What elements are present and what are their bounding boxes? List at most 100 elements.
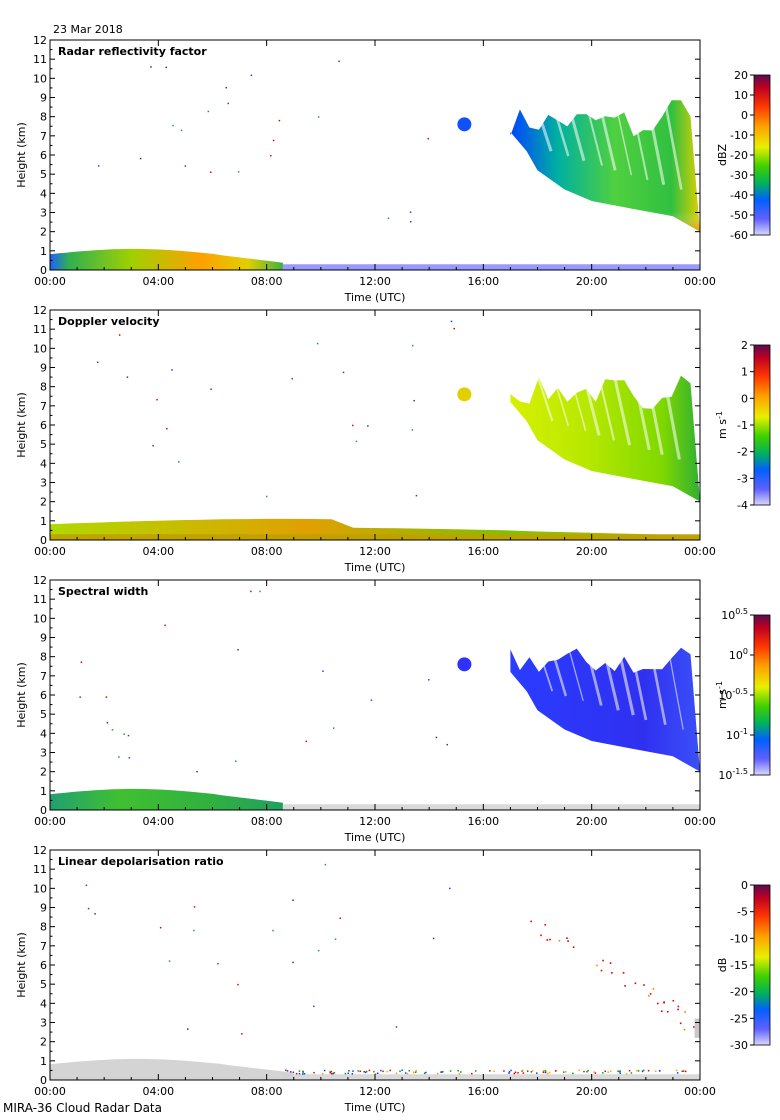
x-tick-label: 12:00 bbox=[359, 815, 391, 828]
detached-cloud bbox=[457, 657, 472, 672]
x-tick-label: 08:00 bbox=[251, 545, 283, 558]
fall-streak-gap bbox=[600, 640, 620, 711]
ldr-point bbox=[540, 934, 542, 937]
colorbar-tick-label: -2 bbox=[737, 446, 748, 459]
ldr-noise-point bbox=[513, 1072, 516, 1075]
speckle-point bbox=[79, 696, 81, 698]
ldr-noise-point bbox=[395, 1072, 398, 1075]
speckle-point bbox=[411, 429, 414, 431]
ldr-grey-patch bbox=[694, 1018, 700, 1038]
y-tick-label: 3 bbox=[40, 207, 47, 220]
speckle-point bbox=[427, 137, 430, 140]
speckle-point bbox=[172, 124, 174, 127]
speckle-point bbox=[234, 760, 237, 763]
speckle-point bbox=[272, 139, 275, 142]
speckle-point bbox=[322, 670, 324, 672]
ldr-noise-point bbox=[654, 1070, 657, 1073]
ldr-noise-point bbox=[510, 1069, 512, 1072]
ldr-point bbox=[657, 1002, 659, 1005]
surface-clutter bbox=[282, 264, 700, 270]
ldr-noise-point bbox=[684, 1070, 687, 1073]
ldr-noise-point bbox=[565, 1071, 567, 1073]
x-tick-label: 20:00 bbox=[576, 1085, 608, 1098]
ldr-noise-point bbox=[681, 1070, 683, 1073]
speckle-point bbox=[446, 743, 449, 746]
colorbar-label: m s-1 bbox=[715, 411, 729, 439]
ldr-noise-point bbox=[583, 1070, 585, 1073]
speckle-point bbox=[139, 157, 142, 160]
x-tick-label: 00:00 bbox=[34, 815, 66, 828]
y-tick-label: 0 bbox=[40, 264, 47, 277]
speckle-point bbox=[409, 211, 412, 213]
y-tick-label: 5 bbox=[40, 438, 47, 451]
x-axis-label: Time (UTC) bbox=[344, 561, 406, 574]
colorbar-tick-label: 2 bbox=[741, 339, 748, 352]
ldr-noise-point bbox=[359, 1070, 362, 1073]
fall-streak-gap bbox=[535, 641, 554, 692]
x-axis-label: Time (UTC) bbox=[344, 291, 406, 304]
ldr-point bbox=[677, 1005, 680, 1008]
y-tick-label: 8 bbox=[40, 651, 47, 664]
y-tick-label: 10 bbox=[33, 882, 47, 895]
y-tick-label: 8 bbox=[40, 381, 47, 394]
ldr-noise-point bbox=[522, 1069, 524, 1072]
fall-streak-gap bbox=[581, 370, 601, 436]
y-axis-label: Height (km) bbox=[15, 392, 28, 458]
colorbar-tick-label: -3 bbox=[737, 472, 748, 485]
surface-clutter bbox=[282, 804, 700, 810]
ldr-point bbox=[652, 988, 655, 990]
speckle-point bbox=[128, 757, 131, 759]
speckle-point bbox=[118, 334, 121, 336]
speckle-point bbox=[428, 679, 430, 681]
colorbar bbox=[753, 884, 771, 1046]
ldr-point bbox=[546, 939, 549, 941]
speckle-point bbox=[210, 388, 212, 390]
panel-title: Spectral width bbox=[58, 585, 148, 598]
colorbar-tick-label: 20 bbox=[734, 69, 748, 82]
speckle-point bbox=[237, 648, 239, 651]
speckle-point bbox=[453, 327, 455, 330]
ldr-noise-point bbox=[365, 1070, 368, 1073]
colorbar-tick-label: 100 bbox=[729, 647, 748, 662]
y-tick-label: 5 bbox=[40, 978, 47, 991]
ldr-noise-point bbox=[412, 1071, 415, 1074]
x-tick-label: 16:00 bbox=[467, 545, 499, 558]
x-tick-label: 08:00 bbox=[251, 275, 283, 288]
x-tick-label: 08:00 bbox=[251, 815, 283, 828]
fall-streak-gap bbox=[584, 101, 603, 166]
fall-streak-gap bbox=[661, 371, 681, 460]
detached-cloud bbox=[457, 117, 472, 132]
speckle-point bbox=[126, 376, 129, 378]
ldr-noise-point bbox=[302, 1071, 304, 1073]
speckle-point bbox=[118, 756, 120, 758]
ldr-noise-point bbox=[531, 1070, 534, 1072]
speckle-point bbox=[193, 929, 195, 932]
ldr-noise-point bbox=[460, 1071, 462, 1073]
ldr-noise-point bbox=[344, 1072, 347, 1075]
y-tick-label: 5 bbox=[40, 168, 47, 181]
ldr-point bbox=[611, 972, 613, 974]
x-tick-label: 04:00 bbox=[142, 815, 174, 828]
y-tick-label: 1 bbox=[40, 785, 47, 798]
ldr-noise-point bbox=[514, 1071, 517, 1074]
ldr-noise-point bbox=[526, 1070, 529, 1072]
colorbar-tick-label: -4 bbox=[737, 499, 748, 512]
ice-cloud bbox=[510, 647, 700, 772]
y-axis-label: Height (km) bbox=[15, 932, 28, 998]
speckle-point bbox=[237, 171, 240, 173]
colorbar-tick-label: -30 bbox=[730, 1039, 748, 1052]
speckle-point bbox=[415, 494, 418, 497]
speckle-point bbox=[435, 736, 438, 739]
x-tick-label: 12:00 bbox=[359, 545, 391, 558]
ldr-point bbox=[600, 969, 603, 972]
ldr-point bbox=[549, 938, 551, 941]
ldr-point bbox=[666, 1010, 669, 1013]
colorbar bbox=[753, 614, 771, 776]
ldr-point bbox=[648, 995, 650, 997]
y-tick-label: 2 bbox=[40, 766, 47, 779]
colorbar-tick-label: 10-1 bbox=[726, 727, 748, 742]
y-tick-label: 4 bbox=[40, 187, 47, 200]
ldr-noise-point bbox=[415, 1069, 417, 1072]
y-tick-label: 9 bbox=[40, 632, 47, 645]
